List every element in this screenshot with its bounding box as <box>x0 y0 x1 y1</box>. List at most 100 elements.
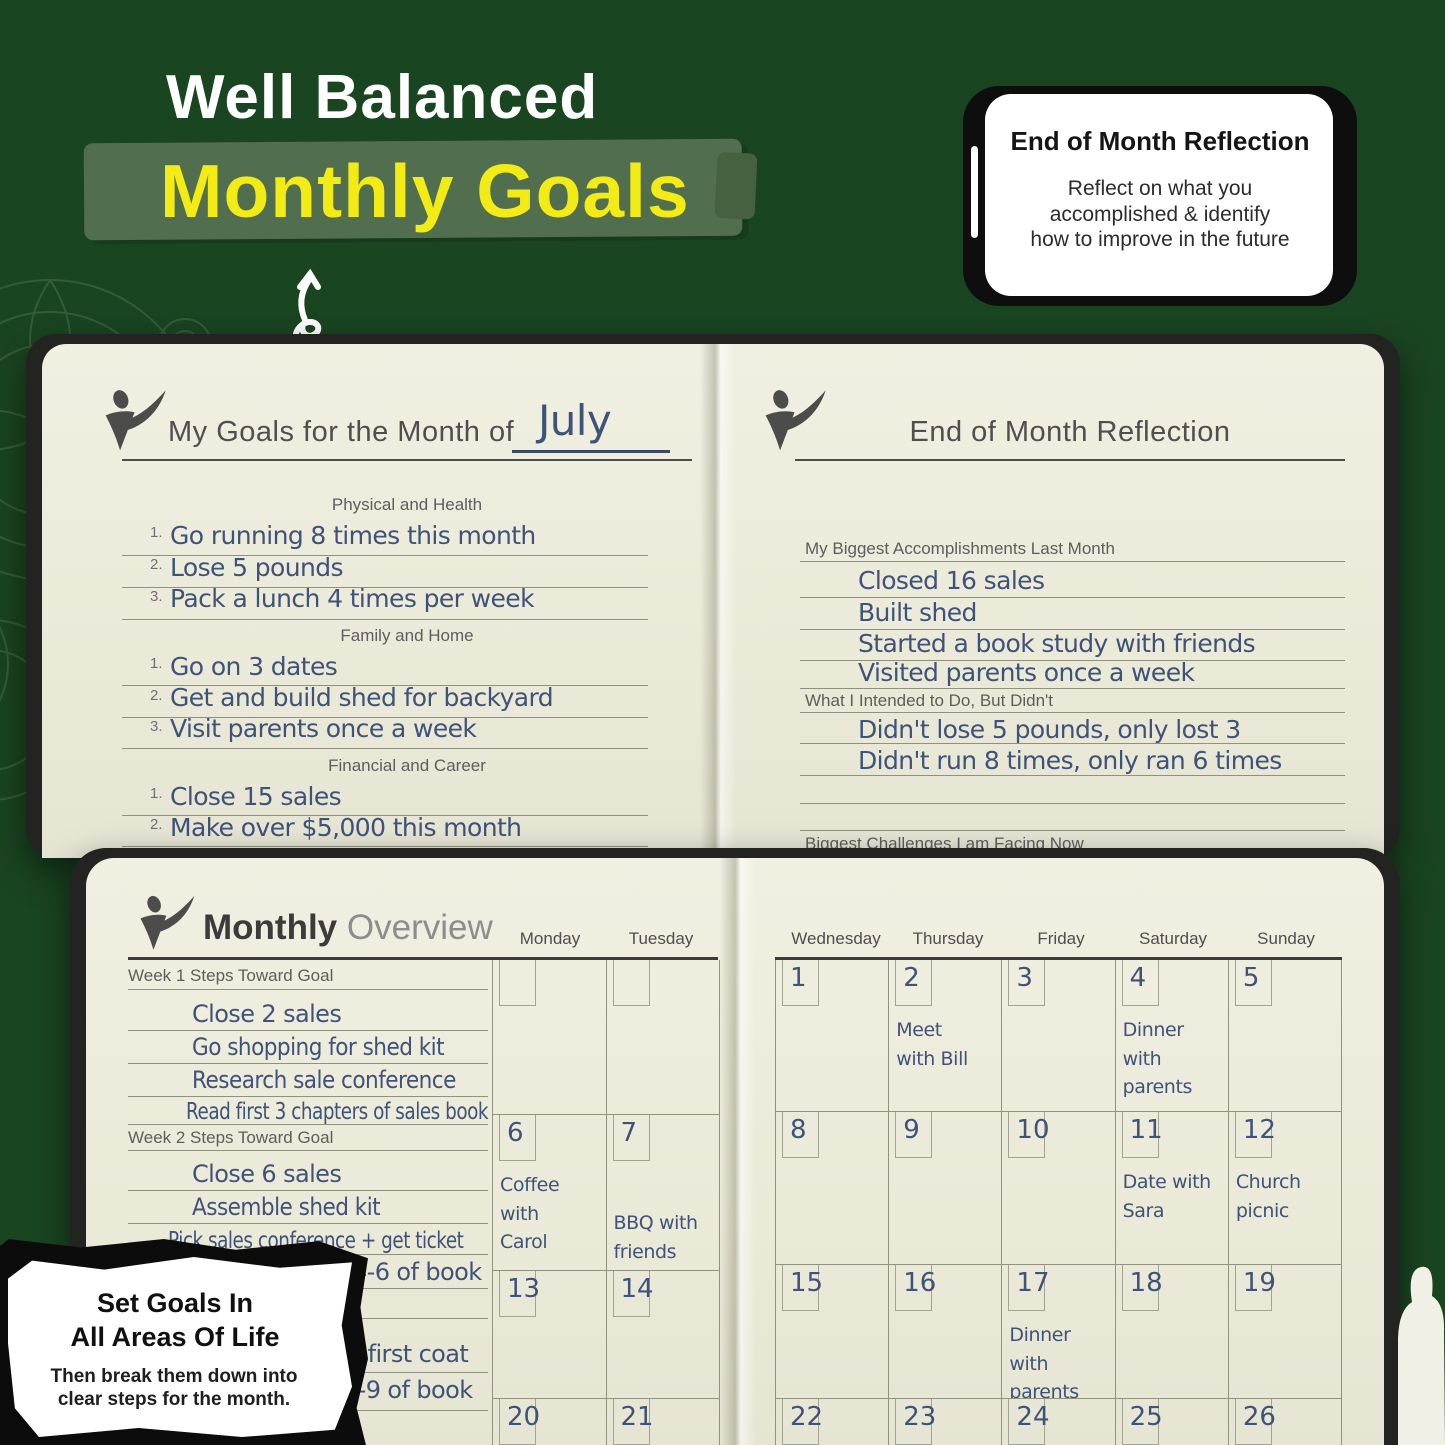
phone-callout-card <box>985 94 1333 296</box>
calendar-cell: 8 <box>776 1112 890 1264</box>
date-box: 7 <box>612 1115 650 1162</box>
goal-item: Make over $5,000 this month <box>170 813 522 842</box>
calendar-cell: 20 <box>493 1399 607 1445</box>
ruled-line <box>122 587 648 588</box>
ruled-line <box>122 685 648 686</box>
goal-item: Go on 3 dates <box>170 652 338 681</box>
calendar-cell: 4 Dinner with parents <box>1116 960 1229 1112</box>
week3-item-fragment: 7-9 of book <box>343 1376 473 1404</box>
goal-item: Visit parents once a week <box>170 714 477 743</box>
header-title-line2: Monthly Goals <box>160 149 690 233</box>
date-box: 16 <box>895 1265 936 1311</box>
date-box: 24 <box>1008 1399 1050 1445</box>
date-box: 21 <box>612 1399 654 1445</box>
top-notebook-spine <box>700 344 736 858</box>
goal-number: 2. <box>150 556 163 573</box>
ruled-line <box>800 803 1345 804</box>
header-title-line1: Well Balanced <box>166 63 599 132</box>
day-header-tuesday: Tuesday <box>628 929 694 948</box>
date-box: 14 <box>612 1271 654 1318</box>
week2-item-fragment: 4-6 of book <box>352 1258 482 1286</box>
section-label-family: Family and Home <box>340 626 474 645</box>
phone-callout-title: End of Month Reflection <box>1010 126 1310 156</box>
week1-item: Close 2 sales <box>192 1000 342 1028</box>
brand-logo-icon <box>105 390 166 451</box>
calendar-cell: 25 <box>1116 1399 1229 1445</box>
date-box: 4 <box>1121 960 1159 1006</box>
week1-item: Go shopping for shed kit <box>192 1033 445 1061</box>
date-box: 17 <box>1008 1265 1050 1311</box>
overview-header-rule-left <box>128 957 718 960</box>
calendar-cell: 16 <box>889 1265 1003 1398</box>
cell-note: Meet with Bill <box>896 1019 968 1070</box>
ruled-line <box>800 561 1345 562</box>
goal-number: 2. <box>150 816 163 833</box>
week1-item: Read first 3 chapters of sales book <box>186 1099 489 1125</box>
calendar-cell: 19 <box>1229 1265 1343 1398</box>
ruled-line <box>128 989 488 990</box>
calendar-cell: 17 Dinner with parents <box>1002 1265 1116 1398</box>
goal-item: Go running 8 times this month <box>170 521 536 550</box>
overview-title-bold: Monthly <box>203 908 338 947</box>
month-handwritten: July <box>538 396 612 445</box>
date-box: 20 <box>499 1399 540 1445</box>
ruled-line <box>122 748 648 749</box>
date-box: 25 <box>1121 1399 1163 1445</box>
week1-item: Research sale conference <box>192 1066 456 1094</box>
calendar-cell: 13 <box>493 1271 607 1398</box>
reflection-page-title: End of Month Reflection <box>909 416 1231 448</box>
cell-note: Dinner with parents <box>1009 1324 1079 1398</box>
goal-item: Pack a lunch 4 times per week <box>170 584 535 613</box>
ruled-line <box>128 1223 488 1224</box>
overview-title-light: Overview <box>346 908 493 947</box>
brand-logo-icon <box>765 390 826 451</box>
reflection-entry: Visited parents once a week <box>858 658 1195 687</box>
date-box: 10 <box>1008 1112 1050 1159</box>
date-box: 26 <box>1234 1399 1276 1445</box>
day-header-saturday: Saturday <box>1138 929 1208 948</box>
cell-note: Dinner with parents <box>1122 1019 1193 1098</box>
ruled-line <box>128 1063 488 1064</box>
ruled-line <box>128 1150 488 1151</box>
calendar-cell: 21 <box>607 1399 720 1445</box>
ruled-line <box>128 1124 488 1125</box>
date-box: 18 <box>1121 1265 1163 1311</box>
calendar-cell <box>493 960 607 1115</box>
date-box: 6 <box>499 1115 536 1162</box>
phone-side-button <box>971 146 978 238</box>
date-box: 2 <box>895 960 933 1006</box>
goal-number: 1. <box>150 785 163 802</box>
ruled-line <box>800 775 1345 776</box>
cell-note: Coffee with Carol <box>500 1174 560 1254</box>
cell-note: Church picnic <box>1235 1171 1301 1222</box>
reflection-entry: Didn't lose 5 pounds, only lost 3 <box>858 715 1241 744</box>
goal-number: 3. <box>150 718 163 735</box>
ruled-line <box>800 743 1345 744</box>
day-header-friday: Friday <box>1037 929 1085 948</box>
calendar-cell: 15 <box>776 1265 890 1398</box>
reflection-entry: Built shed <box>858 598 977 627</box>
paper-callout-title: Set Goals In All Areas Of Life <box>70 1288 280 1352</box>
goal-number: 2. <box>150 687 163 704</box>
calendar-cell: 1 <box>776 960 890 1112</box>
phone-callout-body: Reflect on what you accomplished & ident… <box>1030 177 1290 252</box>
week2-label: Week 2 Steps Toward Goal <box>128 1128 334 1147</box>
date-box: 3 <box>1008 960 1046 1006</box>
ruled-line <box>122 555 648 556</box>
calendar-cell: 6 Coffee with Carol <box>493 1115 607 1271</box>
cell-note: Date with Sara <box>1122 1171 1212 1222</box>
ruled-line <box>800 830 1345 831</box>
day-header-monday: Monday <box>519 929 581 948</box>
day-header-wednesday: Wednesday <box>791 929 881 948</box>
calendar-cell: 5 <box>1229 960 1343 1112</box>
ruled-line <box>122 815 648 816</box>
paper-callout-card: Set Goals In All Areas Of Life Then brea… <box>8 1257 352 1437</box>
cell-note: BBQ with friends <box>613 1212 699 1263</box>
reflection-entry: Closed 16 sales <box>858 566 1045 595</box>
calendar-cell <box>607 960 720 1115</box>
goal-number: 3. <box>150 588 163 605</box>
paper-callout: Set Goals In All Areas Of Life Then brea… <box>0 1239 368 1445</box>
section-label-physical: Physical and Health <box>331 495 483 514</box>
calendar-cell: 11 Date with Sara <box>1116 1112 1229 1264</box>
